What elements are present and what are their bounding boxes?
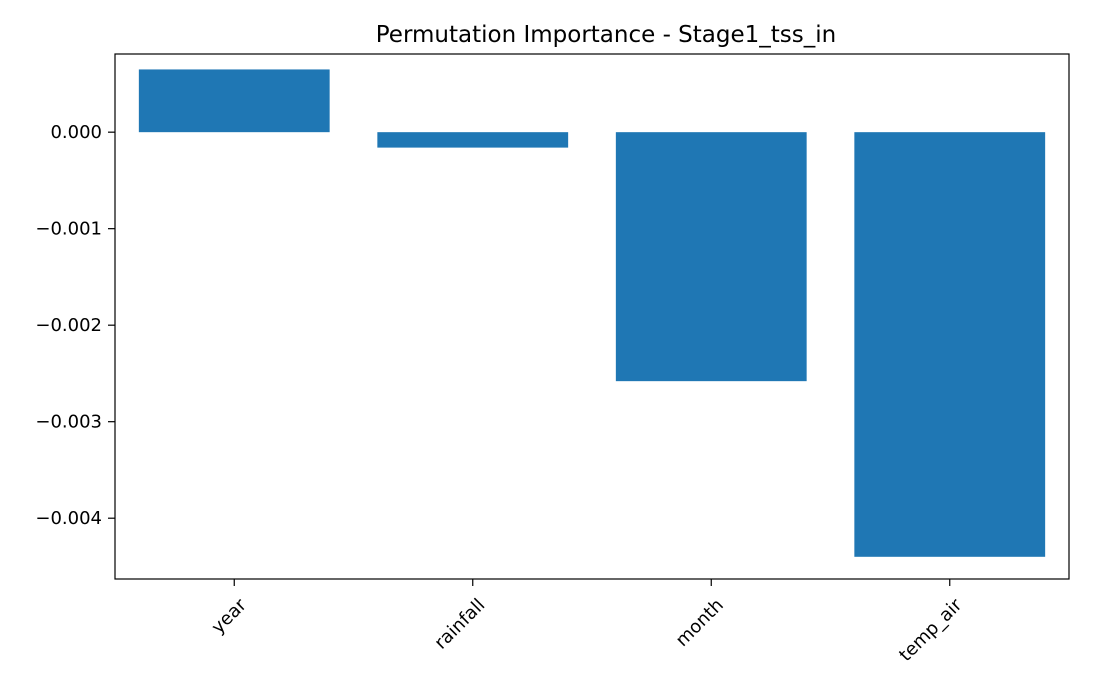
bar-rainfall [377, 132, 569, 148]
bar-month [615, 132, 807, 382]
y-tick-label: 0.000 [50, 122, 102, 143]
axes-frame [114, 53, 1070, 580]
chart-title: Permutation Importance - Stage1_tss_in [376, 22, 836, 48]
bar-temp_air [854, 132, 1046, 557]
y-tick-label: −0.004 [35, 508, 102, 529]
y-tick-label: −0.003 [35, 412, 102, 433]
bar-year [138, 69, 330, 133]
y-tick-label: −0.001 [35, 219, 102, 240]
y-tick-label: −0.002 [35, 315, 102, 336]
